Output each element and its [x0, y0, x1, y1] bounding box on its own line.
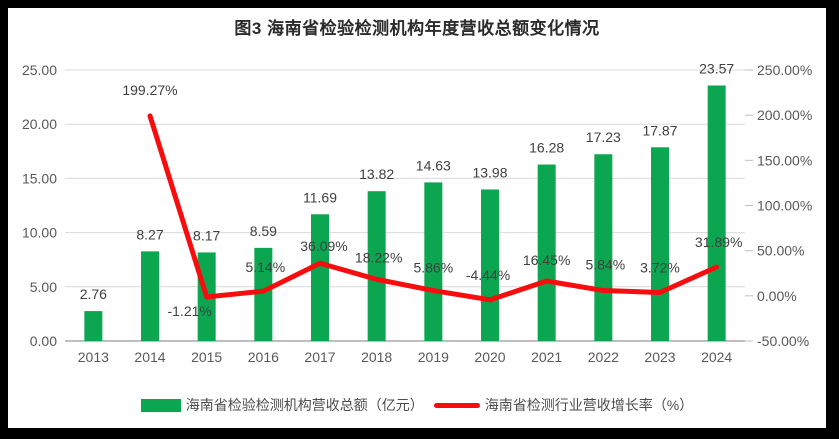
combo-chart-plot: 0.00 5.00 10.00 15.00 20.00 25.00 -50.00% 0.00%… [22, 61, 812, 365]
revenue-bar-label: 23.57 [699, 61, 734, 77]
revenue-bar-label: 17.23 [586, 129, 621, 145]
legend-item-growth: 海南省检测行业营收增长率（%） [433, 395, 694, 415]
y-axis-right-tick-label: 100.00% [757, 198, 812, 214]
legend-bar-swatch-icon [140, 398, 181, 412]
revenue-bar [651, 147, 669, 341]
y-axis-left-tick-label: 5.00 [30, 279, 57, 295]
revenue-bar [84, 311, 103, 341]
revenue-bar [424, 182, 443, 341]
y-axis-left-tick-label: 10.00 [22, 225, 57, 241]
growth-point-label: 5.14% [245, 259, 285, 275]
x-axis-label: 2024 [701, 349, 732, 365]
revenue-bar [594, 154, 613, 341]
y-axis-left-tick-label: 0.00 [30, 333, 57, 349]
revenue-bar [537, 164, 556, 341]
chart-title: 图3 海南省检验检测机构年度营收总额变化情况 [234, 19, 600, 38]
revenue-bar-label: 16.28 [529, 140, 564, 156]
growth-point-label: -4.44% [466, 267, 510, 283]
revenue-bar-label: 13.82 [359, 166, 394, 182]
legend-item-revenue: 海南省检验检测机构营收总额（亿元） [140, 395, 424, 415]
x-axis-label: 2013 [78, 349, 109, 365]
revenue-bar-label: 8.27 [136, 226, 163, 242]
chart-frame: 图3 海南省检验检测机构年度营收总额变化情况 0.00 5.00 10.00 15.0… [8, 8, 826, 428]
revenue-bar [254, 247, 273, 341]
growth-point-label: 36.09% [300, 238, 347, 254]
revenue-bar-label: 8.59 [250, 223, 277, 239]
y-axis-right-tick-label: 250.00% [757, 62, 812, 78]
x-axis-label: 2022 [588, 349, 619, 365]
growth-point-label: 3.72% [640, 259, 680, 275]
revenue-bar [311, 214, 329, 341]
revenue-bar-label: 2.76 [80, 286, 107, 302]
growth-point-label: -1.21% [167, 303, 211, 319]
legend-line-swatch-icon [433, 402, 480, 408]
growth-point-label: 31.89% [695, 234, 742, 250]
growth-line [147, 113, 720, 303]
growth-point-label: 199.27% [122, 82, 177, 98]
revenue-bar-label: 13.98 [472, 164, 507, 180]
y-axis-right-tick-label: 200.00% [757, 107, 812, 123]
x-axis-label: 2018 [361, 349, 392, 365]
legend: 海南省检验检测机构营收总额（亿元） 海南省检测行业营收增长率（%） [8, 395, 826, 415]
x-axis-label: 2021 [531, 349, 562, 365]
revenue-bar-label: 14.63 [416, 157, 451, 173]
x-axis-label: 2023 [644, 349, 675, 365]
legend-growth-label: 海南省检测行业营收增长率（%） [484, 397, 694, 413]
y-axis-left-tick-label: 15.00 [22, 170, 57, 186]
y-axis-left-tick-label: 25.00 [22, 62, 57, 78]
growth-point-label: 5.86% [413, 260, 453, 276]
y-axis-right-tick-label: 150.00% [757, 152, 812, 168]
growth-point-label: 5.84% [585, 257, 625, 273]
y-axis-right-tick-label: 50.00% [757, 243, 804, 259]
x-axis-label: 2017 [304, 349, 335, 365]
x-axis-label: 2016 [248, 349, 279, 365]
revenue-bar [367, 191, 386, 341]
revenue-bar-label: 8.17 [193, 227, 220, 243]
revenue-bar-label: 17.87 [642, 122, 677, 138]
y-axis-right-tick-label: -50.00% [757, 333, 809, 349]
x-axis-label: 2020 [474, 349, 505, 365]
revenue-bar [481, 189, 499, 341]
revenue-bar [141, 251, 159, 341]
growth-point-label: 16.45% [523, 252, 570, 268]
revenue-bar-label: 11.69 [303, 189, 337, 205]
y-axis-right-tick-label: 0.00% [757, 288, 797, 304]
revenue-bar [707, 85, 726, 342]
growth-point-label: 18.22% [355, 249, 402, 265]
x-axis-label: 2015 [191, 349, 222, 365]
x-axis-label: 2019 [418, 349, 449, 365]
y-axis-left-tick-label: 20.00 [22, 116, 57, 132]
legend-revenue-label: 海南省检验检测机构营收总额（亿元） [185, 397, 424, 413]
x-axis-label: 2014 [134, 349, 165, 365]
